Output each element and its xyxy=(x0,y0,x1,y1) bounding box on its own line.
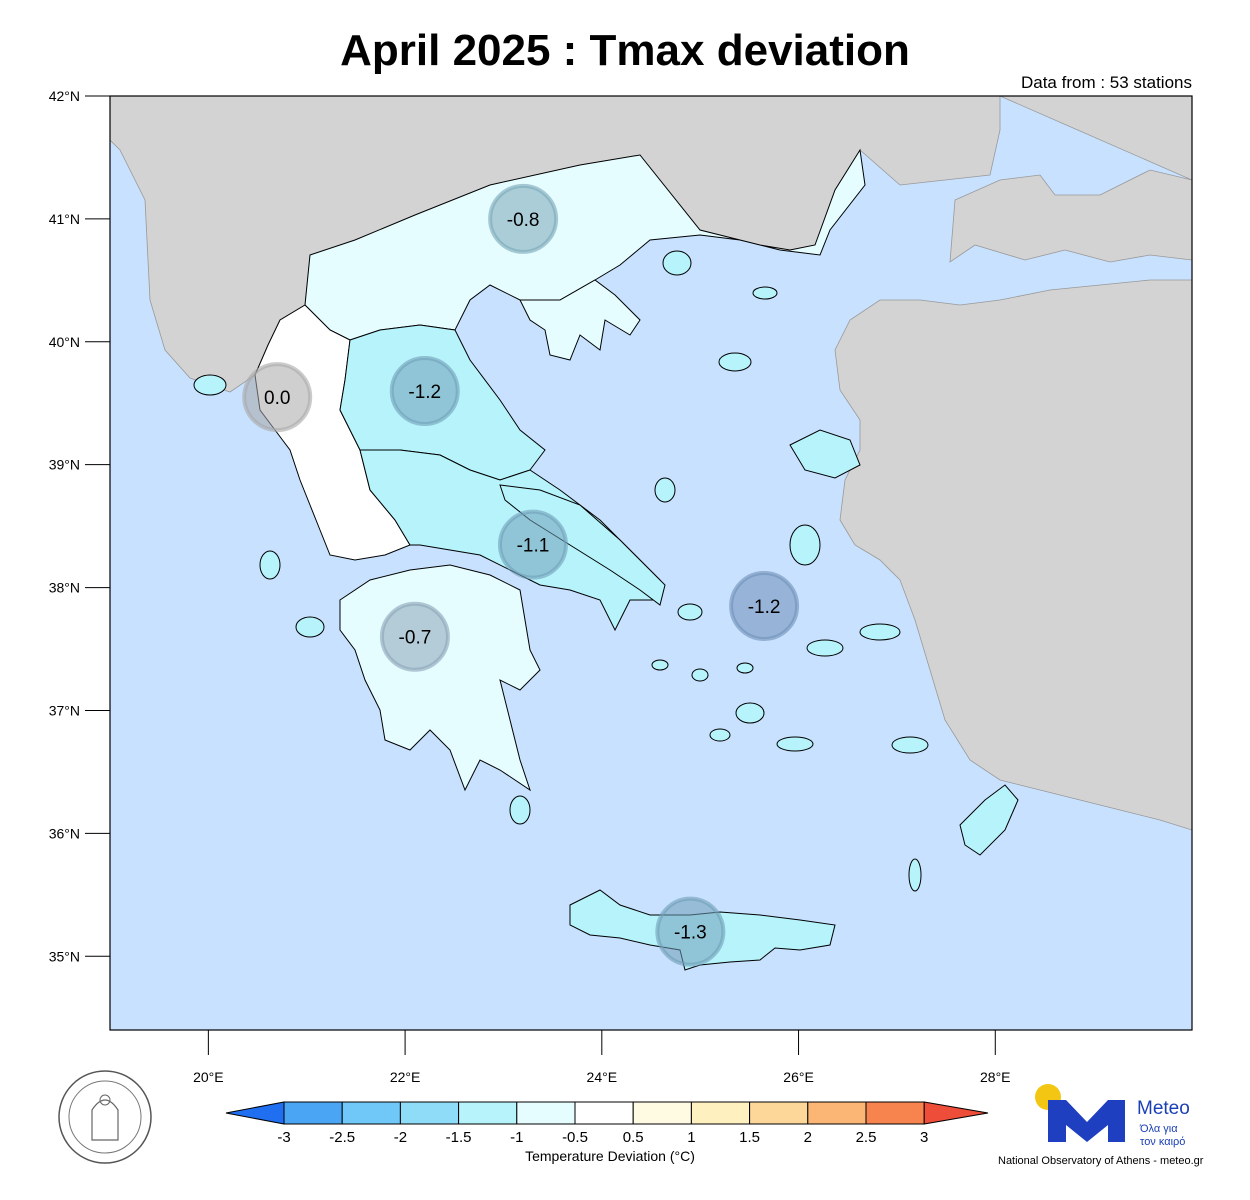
colorbar-box xyxy=(574,1101,634,1125)
deviation-marker-label: -0.8 xyxy=(507,210,540,231)
deviation-marker-label: -1.1 xyxy=(517,536,550,557)
colorbar: -3 -2.5 -2 -1.5 -1 -0.5 0.5 1 1.5 2 2.5 3 xyxy=(225,1101,989,1146)
deviation-markers: -0.8 0.0 -1.2 -1.1 -0.7 -1.2 -1.3 xyxy=(242,183,800,967)
deviation-marker-circle xyxy=(379,601,450,672)
lon-tick-label: 24°E xyxy=(587,1069,618,1085)
colorbar-label: 1 xyxy=(687,1129,695,1146)
colorbar-label: -1 xyxy=(510,1129,523,1146)
colorbar-label: 2.5 xyxy=(856,1129,877,1146)
colorbar-label: 1.5 xyxy=(739,1129,760,1146)
colorbar-label: -1.5 xyxy=(446,1129,472,1146)
meteo-logo xyxy=(1035,1084,1125,1142)
lat-tick-label: 39°N xyxy=(49,457,80,473)
deviation-marker-circle xyxy=(488,183,559,254)
map-title: April 2025 : Tmax deviation xyxy=(340,26,910,75)
noa-seal-logo xyxy=(58,1070,152,1164)
colorbar-label: -3 xyxy=(277,1129,290,1146)
lat-ticks: 42°N 41°N 40°N 39°N 38°N 37°N 36°N 35°N xyxy=(49,88,110,964)
lat-tick-label: 37°N xyxy=(49,702,80,718)
colorbar-box xyxy=(807,1101,867,1125)
deviation-marker-circle xyxy=(655,896,726,967)
deviation-marker-label: -0.7 xyxy=(399,628,432,649)
land-turkey xyxy=(949,96,1192,263)
lon-tick-label: 26°E xyxy=(783,1069,814,1085)
colorbar-box xyxy=(341,1101,401,1125)
deviation-marker-label: -1.2 xyxy=(408,382,441,403)
lat-tick-label: 41°N xyxy=(49,211,80,227)
aegean-islands xyxy=(193,250,1019,892)
colorbar-box xyxy=(283,1101,343,1125)
lon-tick-label: 28°E xyxy=(980,1069,1011,1085)
deviation-marker-label: 0.0 xyxy=(264,388,290,409)
lat-tick-label: 38°N xyxy=(49,580,80,596)
lon-tick-label: 20°E xyxy=(193,1069,224,1085)
colorbar-arrow-high xyxy=(923,1101,989,1125)
lat-tick-label: 35°N xyxy=(49,948,80,964)
lon-tick-label: 22°E xyxy=(390,1069,421,1085)
colorbar-box xyxy=(516,1101,576,1125)
colorbar-arrow-low xyxy=(225,1101,285,1125)
meteo-slogan-line2: τον καιρό xyxy=(1140,1136,1186,1148)
deviation-marker-circle xyxy=(729,571,800,642)
colorbar-label: 3 xyxy=(920,1129,928,1146)
deviation-marker-circle xyxy=(389,355,460,426)
colorbar-label: -2.5 xyxy=(329,1129,355,1146)
deviation-marker-label: -1.2 xyxy=(748,597,781,618)
colorbar-label: -2 xyxy=(394,1129,407,1146)
colorbar-box xyxy=(690,1101,751,1125)
stations-count: Data from : 53 stations xyxy=(1020,73,1192,92)
meteo-name: Meteo xyxy=(1137,1098,1190,1119)
colorbar-label: -0.5 xyxy=(562,1129,588,1146)
peninsula-chalkidiki xyxy=(519,279,641,361)
lon-ticks: 20°E 22°E 24°E 26°E 28°E xyxy=(193,1030,1011,1085)
deviation-marker-circle xyxy=(497,509,568,580)
lat-tick-label: 40°N xyxy=(49,334,80,350)
deviation-marker-circle xyxy=(242,362,313,433)
colorbar-box xyxy=(632,1101,692,1125)
colorbar-box xyxy=(458,1101,518,1125)
lat-tick-label: 42°N xyxy=(49,88,80,104)
colorbar-box xyxy=(749,1101,809,1125)
deviation-marker-label: -1.3 xyxy=(674,923,707,944)
colorbar-label: 2 xyxy=(804,1129,812,1146)
colorbar-box xyxy=(865,1101,925,1125)
colorbar-label: 0.5 xyxy=(623,1129,644,1146)
colorbar-box xyxy=(399,1101,460,1125)
map-frame xyxy=(109,95,1193,1031)
colorbar-title: Temperature Deviation (°C) xyxy=(525,1148,695,1164)
lat-tick-label: 36°N xyxy=(49,825,80,841)
meteo-slogan-line1: Όλα για xyxy=(1140,1123,1178,1135)
land-anatolia xyxy=(834,279,1192,831)
noa-credit: National Observatory of Athens - meteo.g… xyxy=(998,1155,1204,1167)
